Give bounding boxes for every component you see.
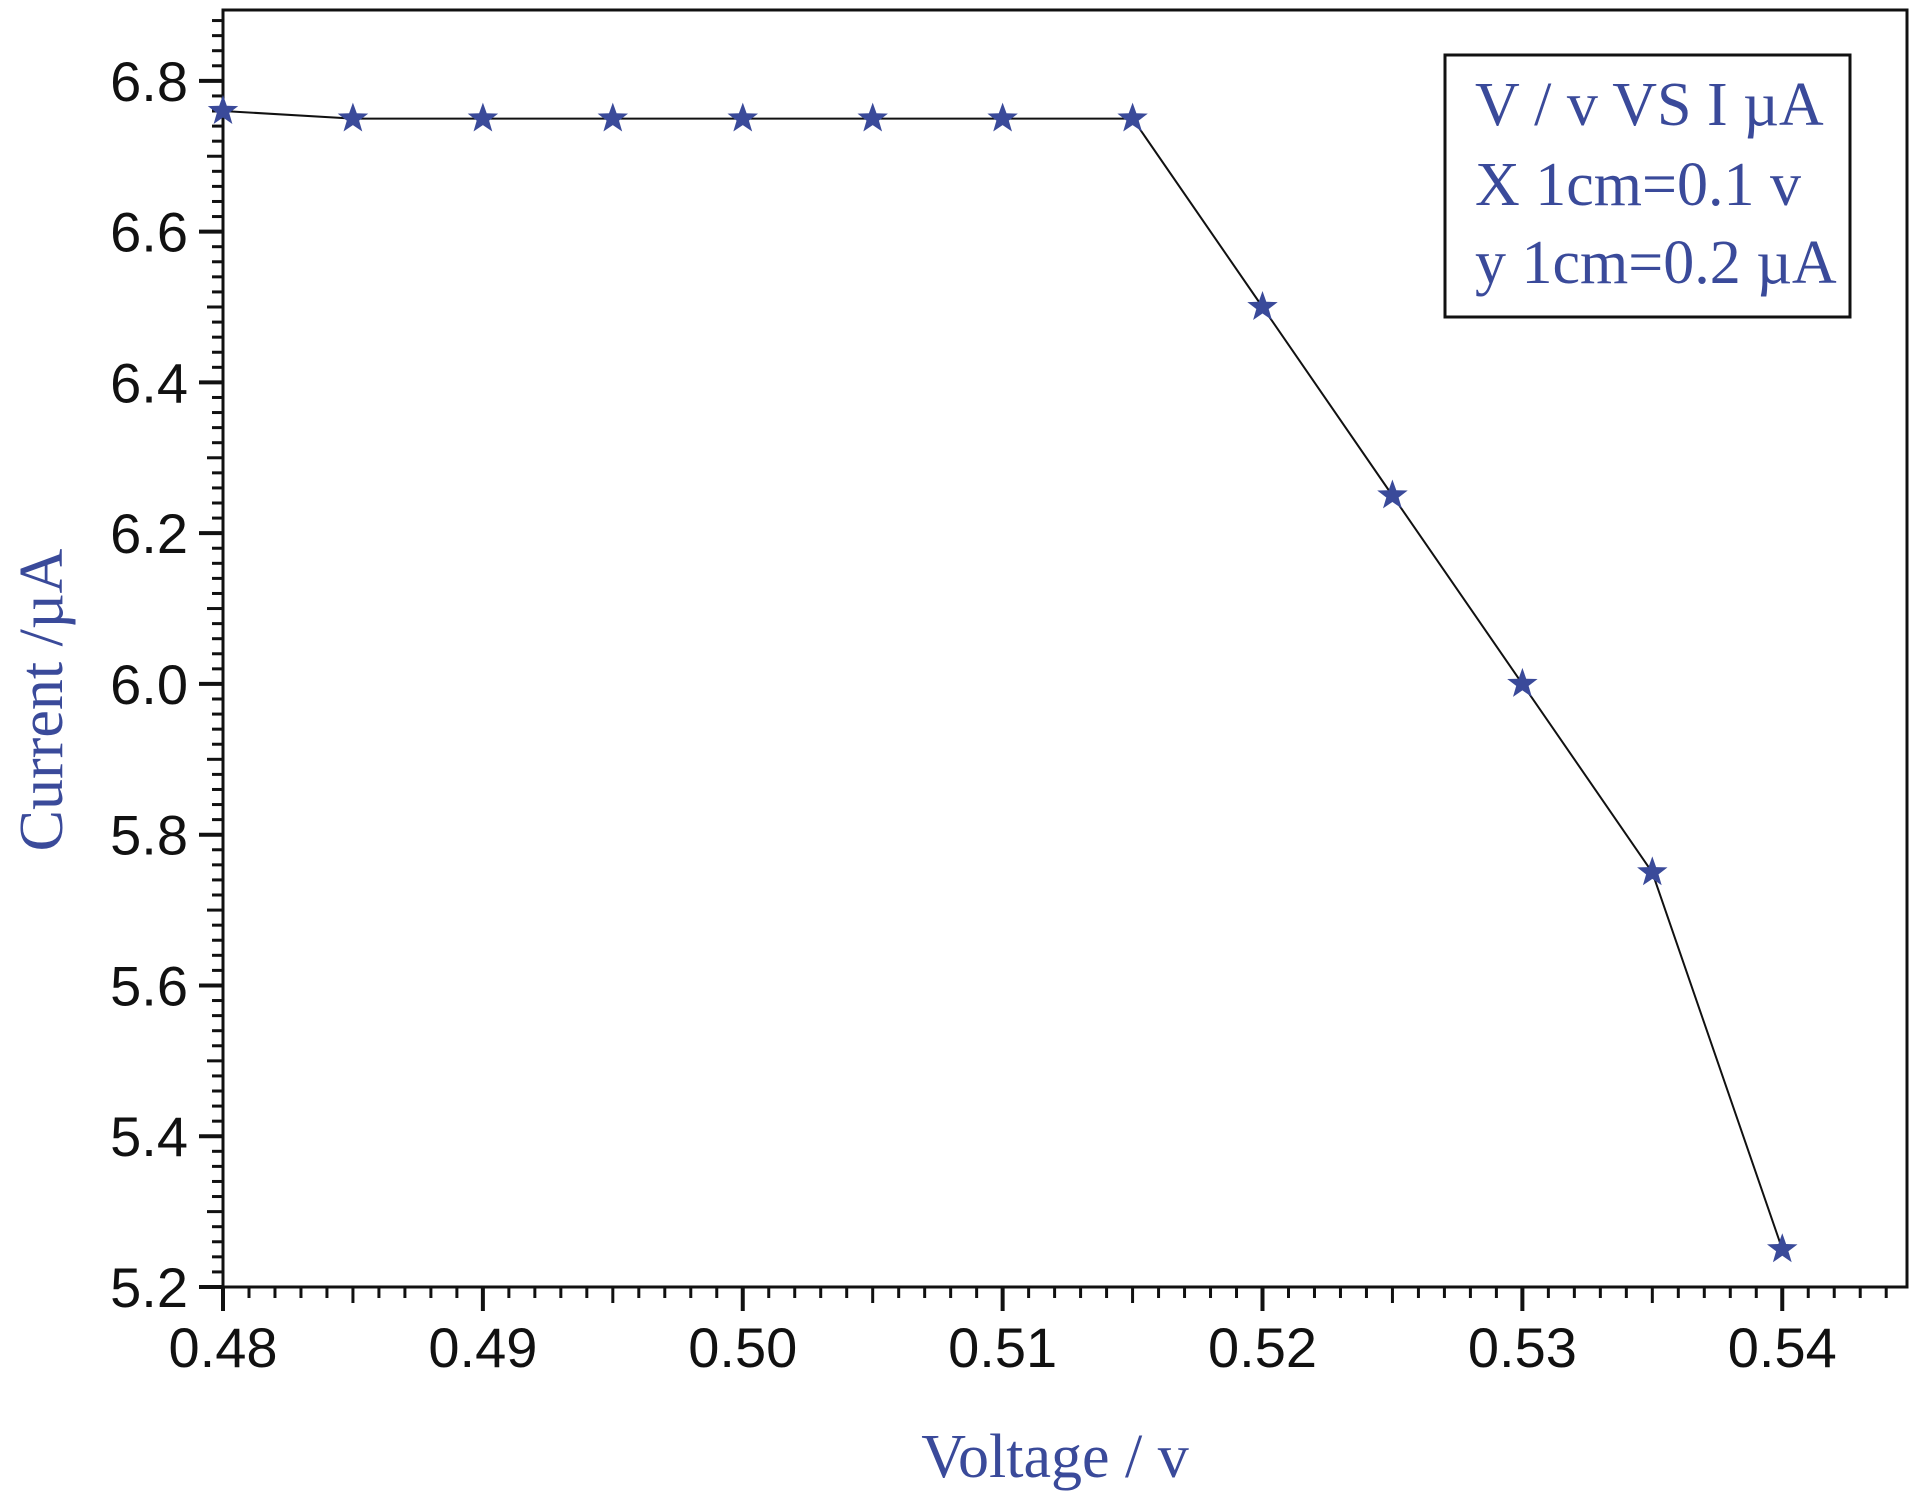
y-tick-label: 5.8	[110, 804, 188, 867]
series-markers	[207, 95, 1798, 1263]
x-tick-label: 0.49	[428, 1316, 537, 1379]
legend-box: V / v VS I µA X 1cm=0.1 v y 1cm=0.2 µA	[1443, 53, 1852, 319]
data-point-star	[727, 102, 758, 132]
data-point-star	[597, 102, 628, 132]
y-tick-label: 6.6	[110, 201, 188, 264]
x-tick-label: 0.53	[1468, 1316, 1577, 1379]
y-tick-label: 6.0	[110, 653, 188, 716]
data-point-star	[467, 102, 499, 132]
y-tick-label: 5.6	[110, 954, 188, 1017]
data-point-star	[857, 102, 888, 132]
plot-frame	[221, 8, 1909, 1289]
axis-ticks	[199, 19, 1888, 1311]
data-point-star	[207, 95, 239, 124]
data-point-star	[1377, 479, 1408, 509]
data-point-star	[1247, 291, 1278, 320]
data-point-star	[1117, 102, 1148, 132]
data-point-star	[1637, 856, 1668, 886]
y-tick-label: 6.4	[110, 351, 188, 414]
x-tick-label: 0.50	[688, 1316, 797, 1379]
legend-line-2: X 1cm=0.1 v	[1475, 151, 1801, 219]
data-point-star	[337, 102, 369, 132]
tick-labels: 0.48 0.49 0.50 0.51 0.52 0.53 0.54 5.2 5.4 5.6 5.8…	[110, 50, 1837, 1379]
x-tick-label: 0.54	[1728, 1316, 1837, 1379]
y-tick-label: 6.2	[110, 502, 188, 565]
data-point-star	[1507, 667, 1538, 697]
y-tick-label: 5.4	[110, 1105, 188, 1168]
y-axis-title: Current /µA	[8, 548, 76, 851]
legend-line-1: V / v VS I µA	[1475, 71, 1824, 139]
x-axis-title: Voltage / v	[921, 1423, 1189, 1491]
y-tick-label: 5.2	[110, 1256, 188, 1319]
legend-line-3: y 1cm=0.2 µA	[1475, 229, 1837, 297]
data-point-star	[987, 102, 1018, 132]
x-tick-label: 0.48	[169, 1316, 278, 1379]
y-tick-label: 6.8	[110, 50, 188, 113]
data-point-star	[1767, 1233, 1798, 1263]
x-tick-label: 0.52	[1208, 1316, 1317, 1379]
x-tick-label: 0.51	[948, 1316, 1057, 1379]
legend-frame	[1443, 53, 1852, 319]
